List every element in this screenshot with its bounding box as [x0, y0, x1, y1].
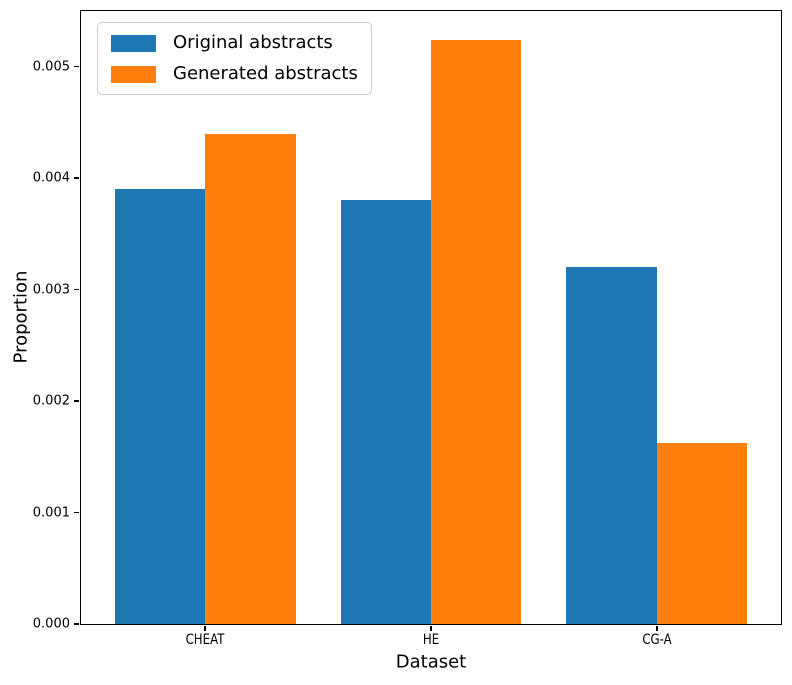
bar-generated-abstracts-he — [431, 39, 522, 624]
x-axis-label: Dataset — [395, 651, 467, 673]
y-tick-mark — [74, 400, 80, 402]
y-tick-label: 0.003 — [32, 282, 70, 298]
legend-label-generated: Generated abstracts — [173, 62, 358, 84]
bar-original-abstracts-cg-a — [566, 267, 657, 624]
bar-original-abstracts-cheat — [114, 189, 206, 624]
y-tick-label: 0.001 — [32, 505, 70, 521]
y-tick-mark — [74, 177, 80, 179]
legend-swatch-original — [111, 34, 156, 52]
y-tick-mark — [74, 623, 80, 625]
x-tick-label-cheat: CHEAT — [185, 632, 225, 648]
bar-generated-abstracts-cheat — [205, 133, 296, 624]
bar-original-abstracts-he — [340, 200, 431, 624]
legend-item-original: Original abstracts — [111, 32, 358, 54]
legend: Original abstracts Generated abstracts — [97, 22, 372, 96]
legend-swatch-generated — [111, 65, 156, 83]
x-tick-mark — [430, 625, 432, 631]
y-axis-label: Proportion — [10, 270, 32, 364]
x-tick-mark — [204, 625, 206, 631]
y-tick-mark — [74, 511, 80, 514]
y-tick-label: 0.000 — [32, 616, 70, 632]
y-tick-mark — [74, 288, 80, 291]
plot-area: Original abstracts Generated abstracts 0… — [33, 10, 782, 647]
x-tick-mark — [656, 625, 658, 631]
x-tick-label-cg-a: CG-A — [642, 632, 672, 648]
legend-item-generated: Generated abstracts — [111, 62, 358, 85]
y-tick-label: 0.005 — [32, 59, 70, 75]
y-tick-label: 0.002 — [32, 393, 70, 409]
x-tick-label-he: HE — [422, 632, 440, 648]
legend-label-original: Original abstracts — [173, 32, 333, 53]
bar-generated-abstracts-cg-a — [656, 443, 748, 624]
y-tick-mark — [74, 65, 80, 68]
y-tick-label: 0.004 — [32, 170, 70, 186]
